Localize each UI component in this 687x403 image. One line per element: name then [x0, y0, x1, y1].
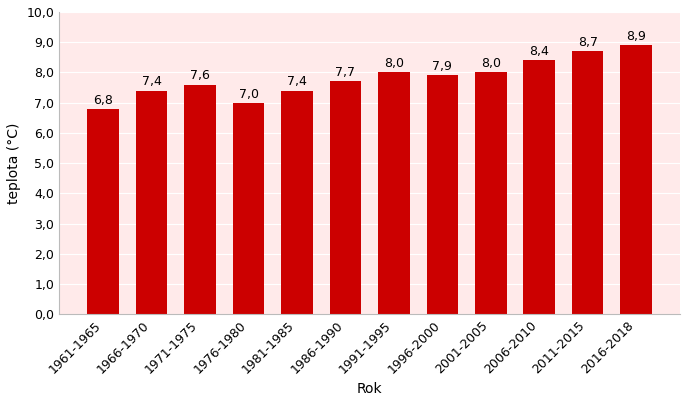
Text: 8,0: 8,0	[384, 57, 404, 70]
Text: 7,7: 7,7	[335, 66, 355, 79]
Bar	[281, 91, 313, 314]
Text: 6,8: 6,8	[93, 93, 113, 106]
Text: 7,0: 7,0	[238, 87, 258, 100]
Text: 7,4: 7,4	[142, 75, 161, 88]
Bar	[378, 73, 409, 314]
Bar	[620, 45, 652, 314]
Bar	[572, 51, 603, 314]
Bar	[233, 103, 264, 314]
Bar	[427, 75, 458, 314]
Bar	[475, 73, 506, 314]
Text: 7,4: 7,4	[287, 75, 307, 88]
Text: 8,0: 8,0	[481, 57, 501, 70]
Text: 8,4: 8,4	[529, 45, 549, 58]
Bar	[184, 85, 216, 314]
Bar	[87, 109, 119, 314]
X-axis label: Rok: Rok	[357, 382, 383, 396]
Bar	[136, 91, 168, 314]
Bar	[523, 60, 555, 314]
Text: 7,6: 7,6	[190, 69, 210, 82]
Text: 7,9: 7,9	[432, 60, 452, 73]
Bar	[330, 81, 361, 314]
Text: 8,7: 8,7	[578, 36, 598, 49]
Y-axis label: teplota (°C): teplota (°C)	[7, 123, 21, 204]
Text: 8,9: 8,9	[626, 30, 646, 43]
